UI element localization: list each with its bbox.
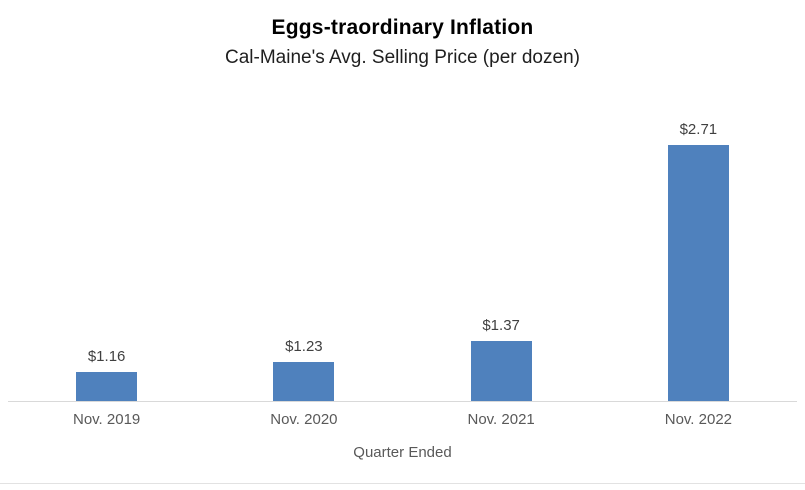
bar-slot-nov-2021: $1.37 bbox=[403, 110, 600, 401]
bar-slot-nov-2022: $2.71 bbox=[600, 110, 797, 401]
bar-nov-2019 bbox=[76, 371, 138, 401]
x-tick-label-nov-2019: Nov. 2019 bbox=[72, 411, 141, 428]
x-axis-line bbox=[8, 401, 797, 402]
x-tick-label-nov-2022: Nov. 2022 bbox=[664, 411, 732, 428]
value-label: $2.71 bbox=[679, 121, 718, 139]
bar-slot-nov-2020: $1.23 bbox=[205, 110, 402, 401]
bottom-divider-line bbox=[0, 483, 805, 484]
plot-area: $1.16 $1.23 $1.37 $2.71 bbox=[8, 110, 797, 401]
chart-title: Eggs-traordinary Inflation bbox=[271, 16, 534, 39]
bar-nov-2021 bbox=[470, 341, 532, 401]
x-axis-labels: Nov. 2019 Nov. 2020 Nov. 2021 Nov. 2022 bbox=[8, 411, 797, 428]
bar-nov-2022 bbox=[667, 145, 729, 401]
value-label: $1.16 bbox=[87, 347, 126, 365]
x-tick-label-nov-2020: Nov. 2020 bbox=[270, 411, 338, 428]
bar-nov-2020 bbox=[273, 361, 335, 401]
x-axis-title: Quarter Ended bbox=[353, 444, 452, 461]
bar-slot-nov-2019: $1.16 bbox=[8, 110, 205, 401]
chart-header: Eggs-traordinary Inflation Cal-Maine's A… bbox=[0, 0, 805, 69]
x-tick-label-nov-2021: Nov. 2021 bbox=[467, 411, 535, 428]
chart-subtitle: Cal-Maine's Avg. Selling Price (per doze… bbox=[225, 47, 580, 68]
value-label: $1.23 bbox=[285, 337, 323, 355]
value-label: $1.37 bbox=[482, 317, 520, 335]
